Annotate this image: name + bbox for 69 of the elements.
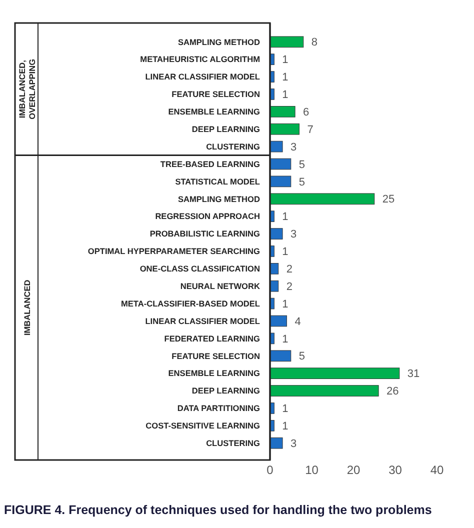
x-tick-label: 20 xyxy=(346,463,360,477)
bar xyxy=(270,368,400,379)
y-tick-label: REGRESSION APPROACH xyxy=(155,211,260,222)
data-label: 2 xyxy=(286,264,292,276)
y-tick-label: FEATURE SELECTION xyxy=(172,89,260,100)
y-tick-label: ENSEMBLE LEARNING xyxy=(168,106,260,117)
bar xyxy=(270,437,283,449)
data-label: 1 xyxy=(282,54,288,66)
bar xyxy=(270,176,292,188)
text: FIGURE 4. Frequency of techniques used for handling the two problems xyxy=(4,503,432,517)
y-tick-label: SAMPLING METHOD xyxy=(178,194,260,204)
y-tick-label: PROBABILISTIC LEARNING xyxy=(150,228,260,239)
bar xyxy=(270,140,283,152)
bar xyxy=(270,315,287,327)
x-tick-label: 10 xyxy=(305,463,319,477)
data-label: 6 xyxy=(303,106,310,119)
data-label: 1 xyxy=(282,403,288,416)
data-label: 1 xyxy=(282,420,288,433)
y-tick-label: ONE-CLASS CLASSIFICATION xyxy=(140,264,260,274)
y-tick-label: METAHEURISTIC ALGORITHM xyxy=(140,54,260,64)
y-tick-label: CLUSTERING xyxy=(206,438,260,448)
data-label: 1 xyxy=(282,72,288,84)
bar xyxy=(270,158,292,170)
data-label: 1 xyxy=(282,246,288,258)
y-tick-label: FEDERATED LEARNING xyxy=(164,333,260,344)
bar xyxy=(270,193,375,205)
bar xyxy=(270,228,283,240)
data-label: 2 xyxy=(286,280,292,293)
y-tick-label: TREE-BASED LEARNING xyxy=(160,158,260,169)
y-tick-label: ENSEMBLE LEARNING xyxy=(168,368,260,378)
x-tick-label: 30 xyxy=(388,463,402,477)
data-label: 3 xyxy=(290,228,297,241)
bar xyxy=(270,106,296,118)
data-label: 3 xyxy=(290,141,297,154)
y-tick-label: STATISTICAL MODEL xyxy=(175,176,260,186)
data-label: 25 xyxy=(382,194,395,206)
y-tick-label: DEEP LEARNING xyxy=(192,386,260,396)
y-tick-label: CLUSTERING xyxy=(206,141,260,152)
y-tick-label: OPTIMAL HYPERPARAMETER SEARCHING xyxy=(88,246,260,256)
bar xyxy=(270,385,379,396)
bar xyxy=(270,350,292,362)
data-label: 5 xyxy=(298,176,305,188)
data-label: 5 xyxy=(298,350,305,363)
data-label: 1 xyxy=(282,211,288,224)
data-label: 3 xyxy=(290,438,297,450)
data-label: 8 xyxy=(311,36,318,49)
text: IMBALANCED xyxy=(22,280,32,336)
y-tick-label: FEATURE SELECTION xyxy=(172,350,260,361)
data-label: 7 xyxy=(307,124,314,136)
text: IMBALANCED, OVERLAPPING xyxy=(17,58,37,120)
data-label: 31 xyxy=(407,368,420,380)
y-tick-label: META-CLASSIFIER-BASED MODEL xyxy=(120,298,260,308)
data-label: 1 xyxy=(282,298,288,310)
data-label: 1 xyxy=(282,333,288,346)
y-tick-label: DEEP LEARNING xyxy=(192,124,260,134)
y-tick-label: LINEAR CLASSIFIER MODEL xyxy=(145,316,260,326)
x-tick-label: 0 xyxy=(266,463,274,477)
data-label: 4 xyxy=(294,316,301,328)
y-tick-label: DATA PARTITIONING xyxy=(177,403,260,414)
y-tick-label: NEURAL NETWORK xyxy=(180,281,260,292)
data-label: 26 xyxy=(386,386,399,398)
bar xyxy=(270,36,304,48)
y-tick-label: COST-SENSITIVE LEARNING xyxy=(146,420,260,431)
y-tick-label: LINEAR CLASSIFIER MODEL xyxy=(145,72,260,82)
bar xyxy=(270,123,300,135)
data-label: 5 xyxy=(298,158,305,171)
y-tick-label: SAMPLING METHOD xyxy=(178,36,260,47)
x-tick-label: 40 xyxy=(430,463,444,477)
data-label: 1 xyxy=(282,89,288,102)
